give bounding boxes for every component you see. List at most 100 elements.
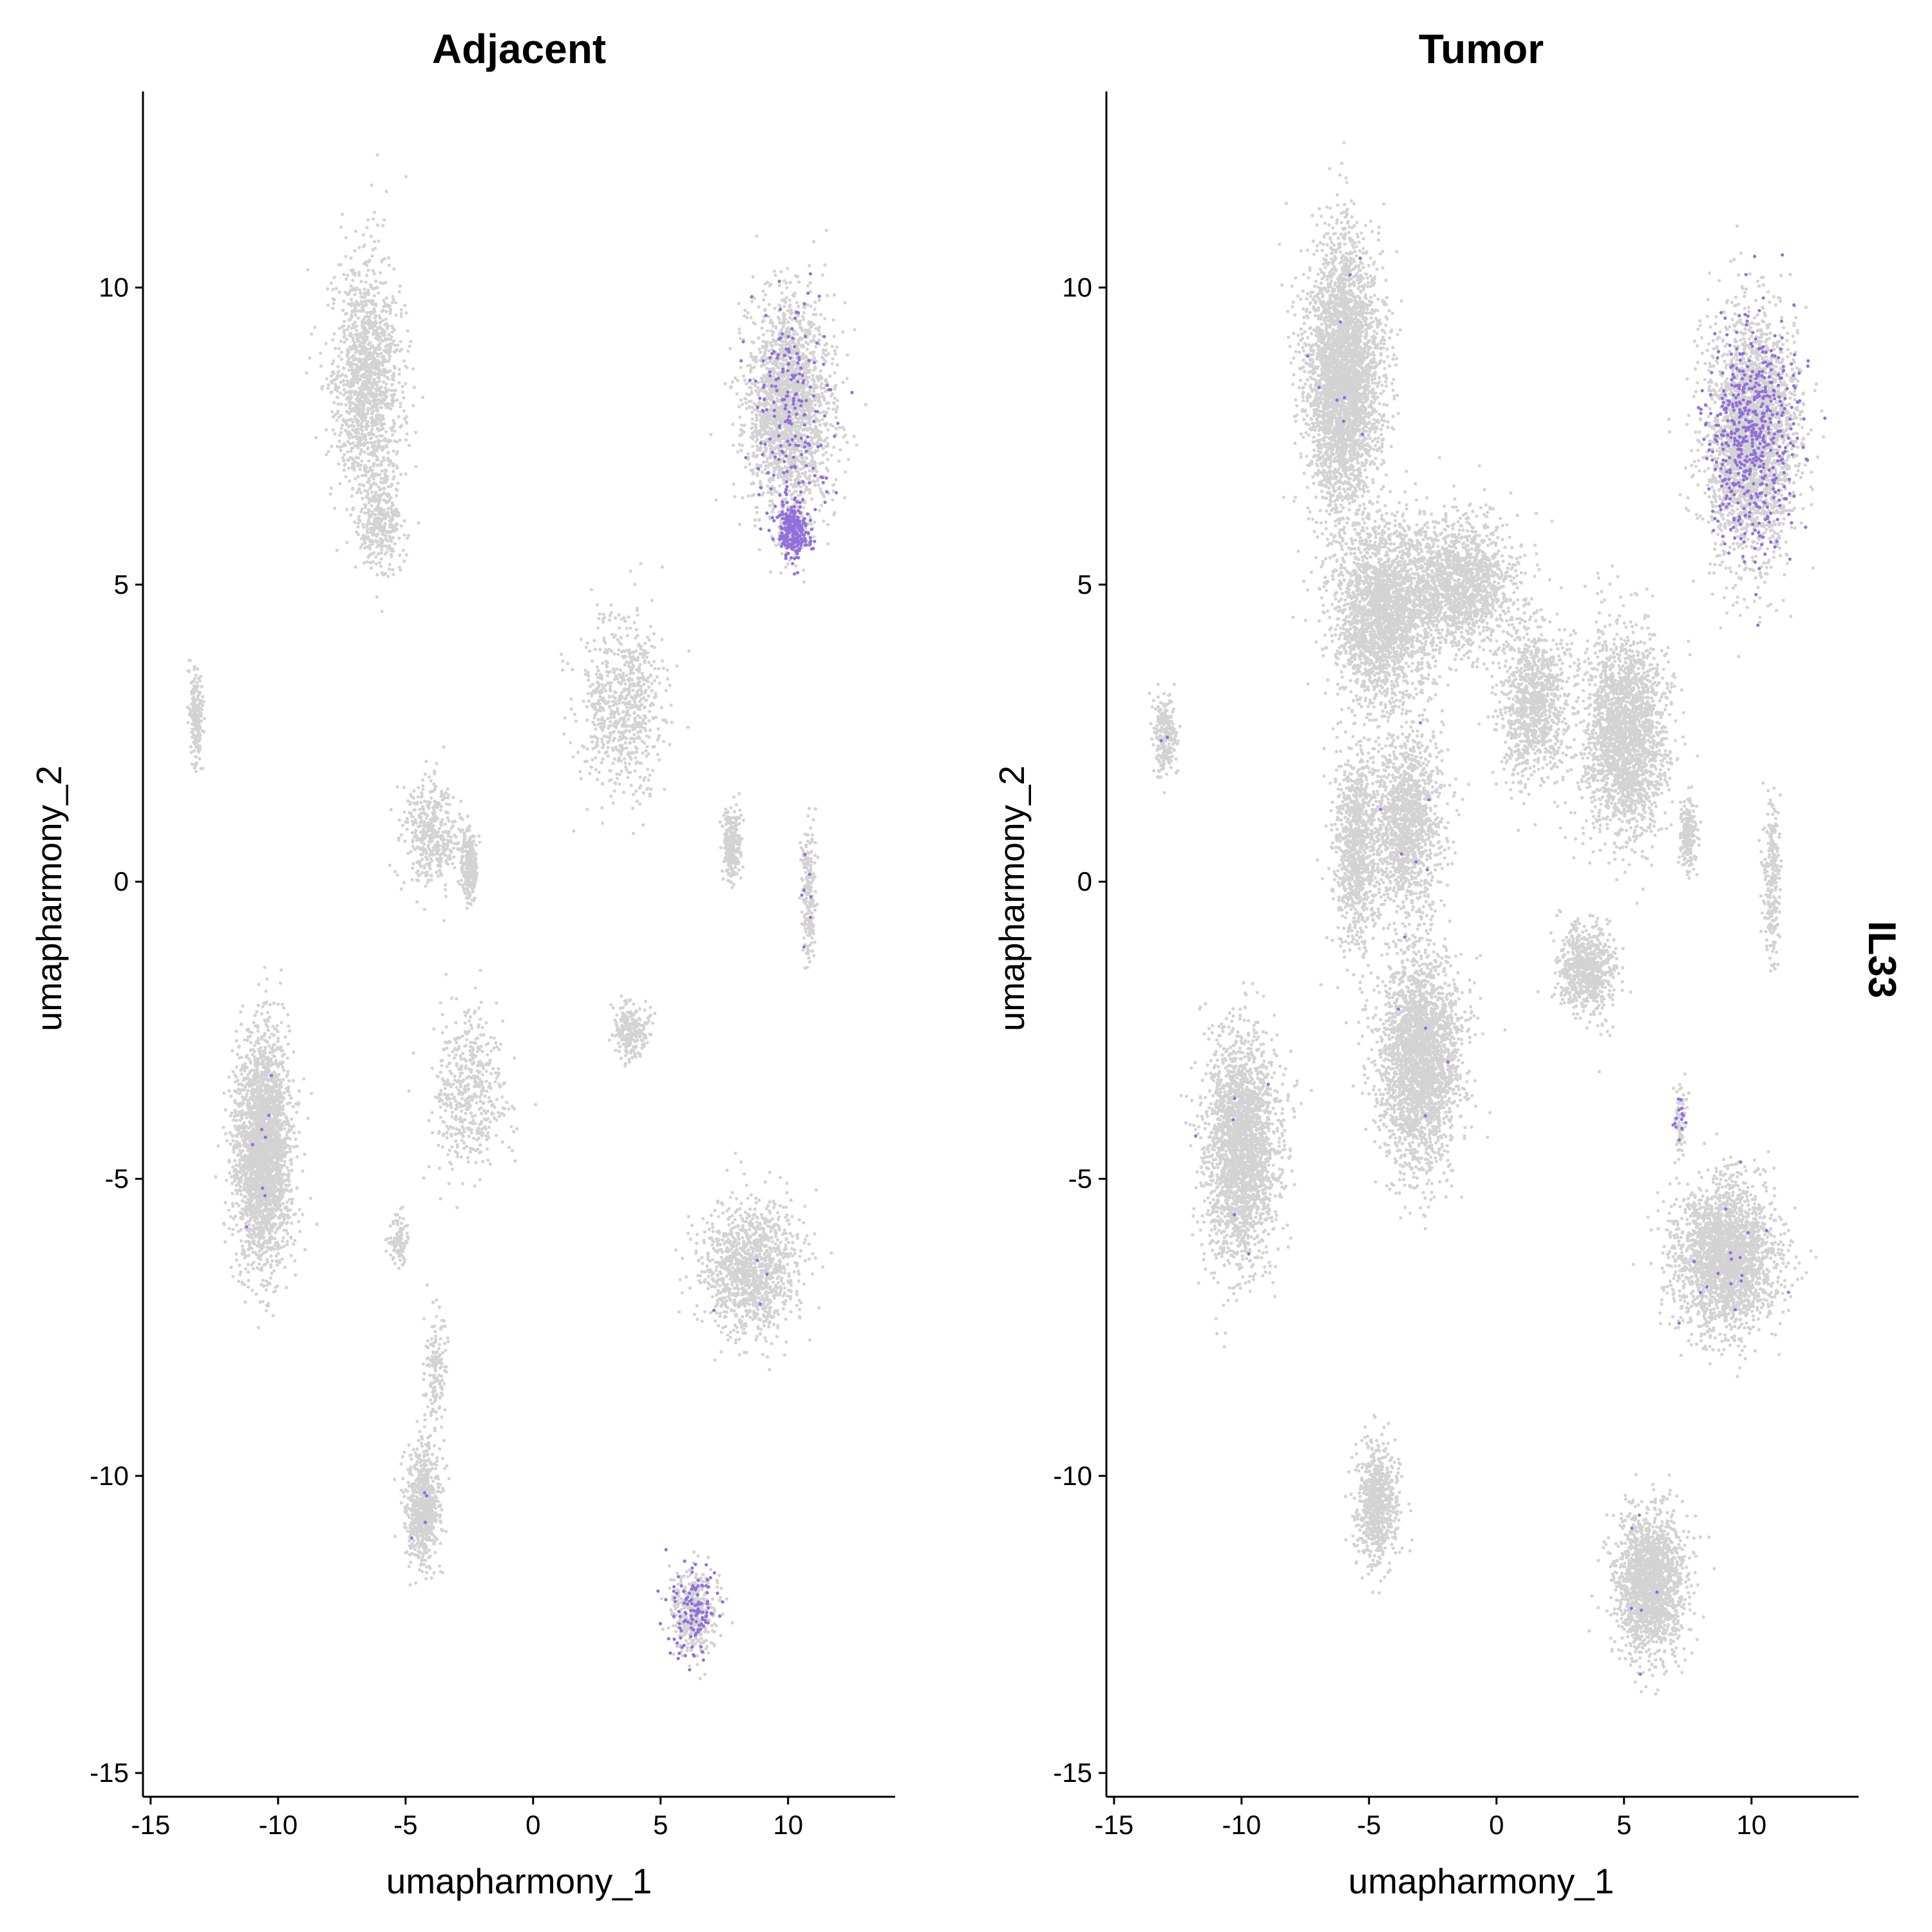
cell-point [368, 451, 372, 455]
cell-point [399, 339, 402, 343]
cell-point [314, 436, 318, 440]
cell-point [641, 751, 645, 755]
cell-point [813, 365, 817, 369]
cell-point [642, 676, 646, 680]
cell-point [627, 741, 632, 745]
cell-point [402, 409, 406, 413]
cell-point [186, 721, 190, 724]
cell-point [647, 710, 652, 714]
cell-point [834, 410, 838, 414]
cell-point [355, 491, 359, 495]
cell-point [366, 446, 370, 450]
cell-point [847, 457, 851, 462]
cell-point [361, 372, 366, 377]
cell-point [614, 703, 618, 706]
cell-point [820, 355, 824, 359]
cell-point [342, 272, 346, 276]
cell-point [380, 571, 384, 575]
cell-point [342, 299, 346, 303]
cell-point [635, 799, 639, 803]
cell-point [621, 701, 625, 705]
cell-point [350, 457, 354, 460]
cell-point [356, 462, 360, 466]
cell-point [325, 377, 328, 381]
cell-point [375, 422, 379, 426]
cell-point [741, 428, 744, 433]
cell-point [446, 796, 450, 800]
cell-point [656, 727, 660, 731]
cell-point [640, 671, 644, 676]
cell-point [369, 566, 374, 570]
cell-point [623, 620, 627, 623]
cell-point [350, 494, 354, 498]
cell-point [826, 457, 830, 462]
cell-point [378, 271, 383, 275]
cell-point [806, 303, 810, 307]
panel-title-adjacent: Adjacent [432, 26, 606, 72]
cell-point [821, 395, 825, 399]
cell-point [379, 385, 383, 390]
cell-point [789, 478, 793, 482]
cell-point [793, 274, 798, 278]
cell-point [375, 507, 379, 511]
cell-point [350, 363, 354, 366]
cell-point [618, 626, 621, 630]
cell-point [392, 388, 395, 392]
cell-point [778, 413, 782, 417]
cell-point [772, 486, 777, 491]
cell-point [785, 433, 789, 437]
cell-point [353, 305, 357, 308]
cell-point [361, 413, 365, 417]
cell-point [603, 701, 608, 705]
cell-point [804, 457, 808, 460]
cell-point [417, 521, 421, 525]
cell-point [813, 403, 817, 407]
cell-point [751, 358, 755, 362]
cell-point [832, 446, 836, 450]
cell-point [341, 459, 346, 462]
cell-point [650, 598, 654, 603]
cell-point [795, 401, 799, 405]
cell-point [621, 747, 625, 751]
cell-point [761, 376, 764, 381]
cell-point [405, 817, 409, 820]
cell-point [345, 540, 349, 544]
cell-point [371, 533, 375, 537]
cell-point [606, 741, 610, 744]
cell-point [633, 769, 637, 773]
cell-point [829, 422, 833, 427]
cell-point [743, 397, 747, 401]
cell-point [378, 316, 382, 320]
cell-point [346, 424, 351, 429]
cell-point [350, 395, 354, 399]
cell-point [399, 473, 403, 477]
cell-point [439, 808, 443, 812]
cell-point [409, 850, 413, 854]
cell-point [797, 338, 800, 342]
cell-point [186, 668, 190, 673]
cell-point [763, 352, 767, 356]
cell-point [608, 779, 612, 782]
cell-point [800, 327, 804, 330]
cell-point [358, 368, 362, 372]
cell-point [788, 298, 791, 302]
cell-point [414, 430, 418, 435]
cell-point [631, 831, 636, 835]
cell-point [337, 385, 341, 389]
cell-point [646, 676, 650, 679]
cell-point [373, 240, 377, 243]
cell-point [743, 308, 747, 312]
cell-point [193, 764, 198, 768]
cell-point [591, 758, 594, 762]
cell-point [354, 333, 357, 337]
cell-point [340, 325, 344, 329]
cell-point [384, 310, 388, 314]
cell-point [352, 402, 355, 406]
cell-point [588, 685, 592, 688]
cell-point [398, 284, 402, 289]
cell-point [800, 337, 804, 341]
cell-point [813, 413, 817, 417]
cell-point [366, 531, 370, 535]
cell-point [763, 468, 767, 471]
cell-point [629, 770, 632, 775]
